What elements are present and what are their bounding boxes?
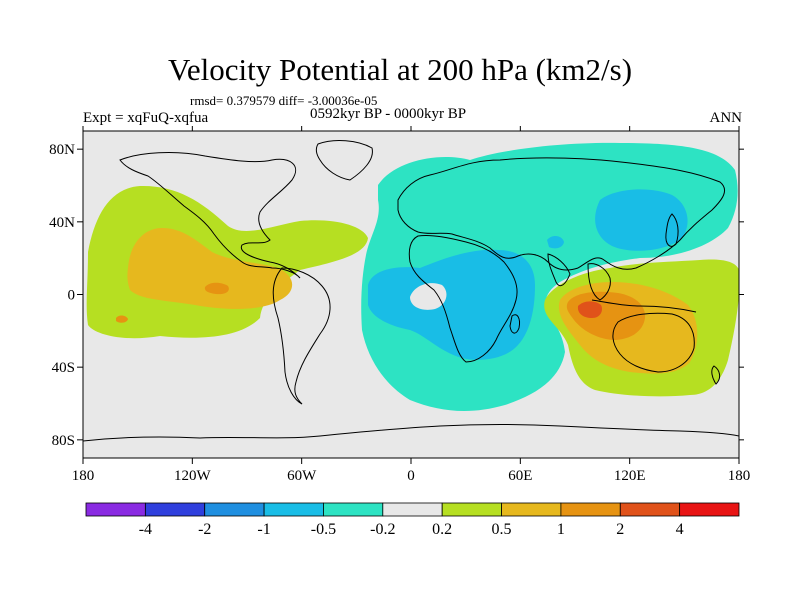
colorbar-label: -2 [198, 521, 211, 538]
colorbar-swatch [501, 502, 562, 517]
coast-india [547, 253, 571, 287]
y-tick-label: 0 [68, 288, 76, 304]
contour-region-pacific-mid [127, 228, 293, 309]
coast-africa [408, 235, 518, 363]
coast-greenland [315, 140, 373, 181]
coast-madagascar [509, 314, 520, 334]
x-tick-label: 180 [728, 468, 751, 484]
coast-indonesia [591, 299, 697, 313]
x-tick-label: 60E [508, 468, 532, 484]
coast-europe-asia [397, 157, 725, 271]
colorbar-label: -0.2 [370, 521, 395, 538]
colorbar-swatch [619, 502, 681, 517]
contour-region-pacific-peak [204, 282, 229, 295]
coast-southeast-asia [587, 263, 611, 301]
coast-north-america [119, 152, 301, 279]
rmsd-diff-text: rmsd= 0.379579 diff= -3.00036e-05 [190, 93, 378, 108]
contour-region-asia-core [595, 189, 688, 251]
coast-japan [665, 213, 679, 247]
contour-region-africa-core [368, 249, 535, 360]
colorbar-swatch [204, 502, 265, 517]
map-title: Velocity Potential at 200 hPa (km2/s) [167, 52, 633, 87]
colorbar-swatch [441, 502, 502, 517]
colorbar-swatch [323, 502, 384, 517]
map-axes: 180 120W 60W 0 60E 120E 180 80N 40N 0 40S 80S [49, 126, 750, 484]
colorbar-swatch [679, 502, 740, 517]
colorbar-label: 0.2 [432, 521, 452, 538]
colorbar-swatch [263, 502, 324, 517]
contour-fills [86, 142, 739, 412]
colorbar-swatch [85, 502, 146, 517]
coast-australia [612, 312, 695, 373]
colorbar-swatches [85, 502, 740, 517]
experiment-label: Expt = xqFuQ-xqfua [83, 110, 209, 126]
coast-antarctica [83, 424, 739, 442]
y-tick-label: 40N [49, 215, 75, 231]
colorbar-swatch [560, 502, 621, 517]
coast-new-zealand [711, 365, 721, 385]
y-tick-label: 40S [52, 360, 75, 376]
colorbar-label: 1 [557, 521, 565, 538]
coastlines [83, 140, 739, 442]
contour-region-australia-peak [577, 301, 602, 318]
coast-south-america [272, 267, 331, 405]
y-tick-label: 80S [52, 433, 75, 449]
colorbar-label: 2 [616, 521, 624, 538]
y-tick-label: 80N [49, 142, 75, 158]
colorbar-label: 4 [676, 521, 684, 538]
x-tick-label: 60W [287, 468, 317, 484]
x-tick-label: 180 [72, 468, 95, 484]
period-label: 0592kyr BP - 0000kyr BP [310, 106, 467, 122]
colorbar-label: -1 [257, 521, 270, 538]
colorbar-swatch [382, 502, 443, 517]
x-tick-label: 120E [614, 468, 646, 484]
colorbar-label: -0.5 [311, 521, 336, 538]
contour-region-atlantic-hole [410, 283, 447, 310]
colorbar-labels: -4 -2 -1 -0.5 -0.2 0.2 0.5 1 2 4 [139, 521, 684, 538]
colorbar-swatch [144, 502, 206, 517]
season-label: ANN [709, 110, 743, 126]
x-tick-label: 0 [407, 468, 415, 484]
colorbar-label: 0.5 [492, 521, 512, 538]
x-tick-label: 120W [174, 468, 212, 484]
contour-region-pacific-small [116, 315, 128, 323]
contour-region-indian-core [547, 236, 564, 249]
colorbar-label: -4 [139, 521, 152, 538]
